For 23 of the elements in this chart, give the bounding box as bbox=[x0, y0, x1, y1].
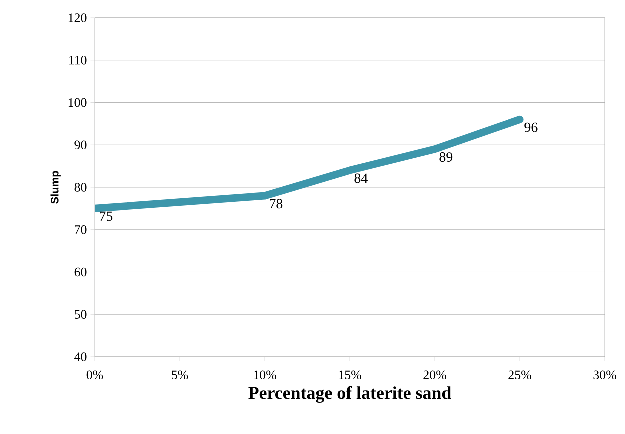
data-label: 78 bbox=[270, 199, 283, 209]
y-tick-label: 50 bbox=[75, 310, 87, 319]
y-tick-label: 120 bbox=[68, 14, 87, 22]
y-tick-label: 40 bbox=[74, 352, 87, 362]
x-tick-label: 25% bbox=[508, 370, 532, 380]
x-tick-label: 5% bbox=[172, 370, 188, 380]
y-tick-label: 100 bbox=[68, 98, 87, 108]
x-tick-label: 15% bbox=[339, 370, 362, 380]
x-tick-label: 20% bbox=[424, 370, 446, 380]
y-tick-label: 90 bbox=[74, 140, 87, 150]
y-tick-label: 80 bbox=[74, 183, 87, 192]
data-label: 89 bbox=[440, 152, 453, 162]
data-label: 96 bbox=[524, 122, 538, 132]
x-tick-label: 10% bbox=[254, 370, 276, 380]
y-axis-title: Slump bbox=[50, 171, 61, 204]
data-label: 75 bbox=[100, 212, 113, 222]
data-label: 84 bbox=[354, 174, 368, 184]
x-tick-label: 0% bbox=[86, 370, 104, 380]
x-tick-label: 30% bbox=[594, 370, 616, 380]
y-tick-label: 70 bbox=[75, 226, 87, 234]
y-tick-label: 110 bbox=[69, 56, 87, 65]
y-tick-label: 60 bbox=[74, 268, 87, 277]
x-axis-title: Percentage of laterite sand bbox=[248, 386, 452, 403]
